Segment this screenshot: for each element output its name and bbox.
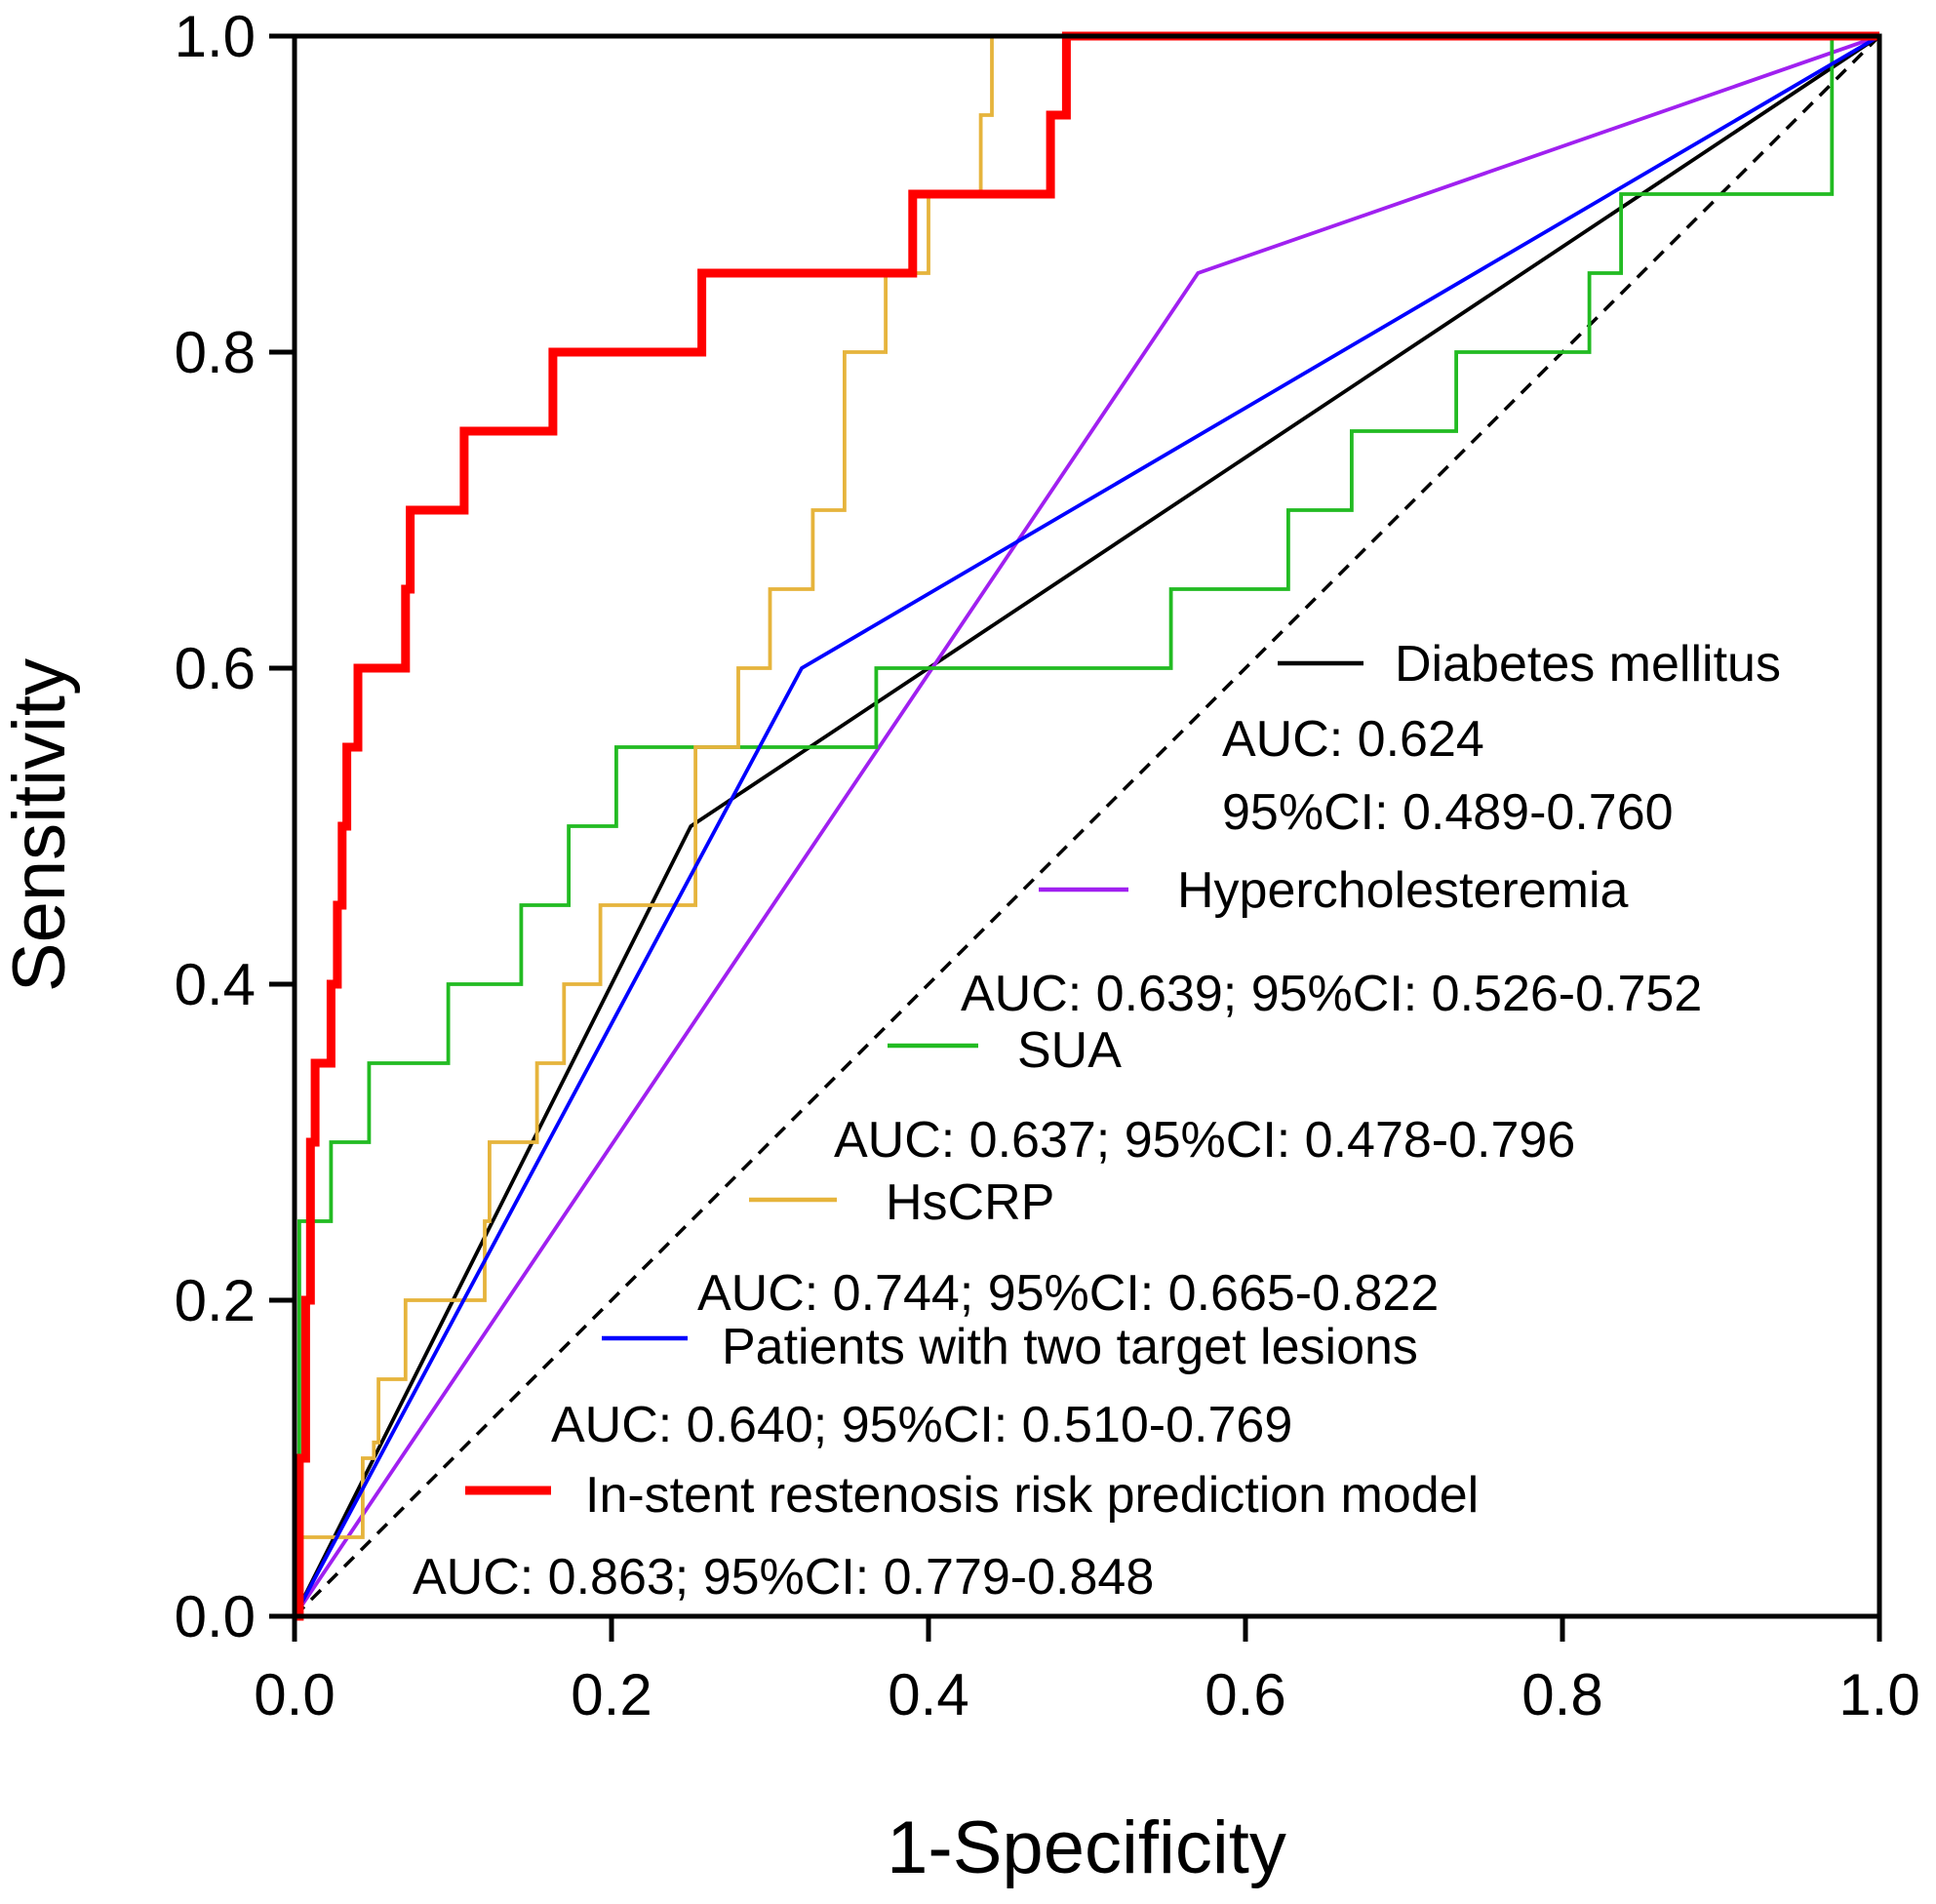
legend-label-diabetes-mellitus: Diabetes mellitus — [1395, 636, 1781, 693]
x-tick-label: 0.6 — [1205, 1662, 1285, 1727]
y-tick-label: 0.8 — [175, 320, 256, 385]
roc-curve-in-stent-restenosis-risk-prediction-model — [295, 31, 1879, 1621]
y-tick-label: 0.4 — [175, 952, 256, 1017]
legend-label-hypercholesteremia: Hypercholesteremia — [1177, 862, 1628, 919]
legend-ci-diabetes-mellitus: 95%CI: 0.489-0.760 — [1222, 784, 1674, 841]
legend-auc-sua: AUC: 0.637; 95%CI: 0.478-0.796 — [834, 1112, 1575, 1169]
axes — [292, 33, 1882, 1619]
legend-label-hscrp: HsCRP — [886, 1174, 1054, 1231]
legend-label-sua: SUA — [1017, 1022, 1122, 1079]
roc-curves — [293, 31, 1881, 1621]
legend: Diabetes mellitus AUC: 0.624 95%CI: 0.489-… — [413, 636, 1781, 1606]
legend-auc-hscrp: AUC: 0.744; 95%CI: 0.665-0.822 — [697, 1265, 1439, 1322]
x-tick-label: 0.8 — [1521, 1662, 1602, 1727]
y-tick-label: 0.2 — [175, 1268, 256, 1333]
legend-auc-patients-with-two-target-lesions: AUC: 0.640; 95%CI: 0.510-0.769 — [551, 1397, 1292, 1453]
legend-auc-hypercholesteremia: AUC: 0.639; 95%CI: 0.526-0.752 — [961, 966, 1702, 1022]
x-tick-label: 0.4 — [888, 1662, 968, 1727]
y-tick-label: 1.0 — [175, 4, 256, 69]
legend-auc-in-stent-restenosis-risk-prediction-model: AUC: 0.863; 95%CI: 0.779-0.848 — [413, 1549, 1154, 1606]
roc-curve-sua — [295, 34, 1879, 1618]
x-tick-label: 0.2 — [571, 1662, 652, 1727]
legend-label-in-stent-restenosis-risk-prediction-model: In-stent restenosis risk prediction mode… — [585, 1467, 1479, 1524]
legend-label-patients-with-two-target-lesions: Patients with two target lesions — [722, 1319, 1418, 1375]
x-tick-label: 0.0 — [254, 1662, 335, 1727]
roc-curve-patients-with-two-target-lesions — [293, 34, 1880, 1617]
y-tick-label: 0.0 — [175, 1584, 256, 1649]
legend-auc-diabetes-mellitus: AUC: 0.624 — [1222, 711, 1484, 768]
roc-curve-diabetes-mellitus — [293, 34, 1881, 1617]
x-axis-title: 1-Specificity — [887, 1806, 1286, 1889]
x-tick-label: 1.0 — [1838, 1662, 1919, 1727]
y-tick-label: 0.6 — [175, 636, 256, 701]
y-axis-title: Sensitivity — [0, 658, 81, 992]
y-axis-ticks: 0.0 0.2 0.4 0.6 0.8 1.0 — [175, 4, 295, 1649]
roc-curve-hypercholesteremia — [293, 34, 1880, 1618]
plot-frame — [292, 33, 1882, 1619]
x-axis-ticks: 0.0 0.2 0.4 0.6 0.8 1.0 — [254, 1616, 1920, 1727]
